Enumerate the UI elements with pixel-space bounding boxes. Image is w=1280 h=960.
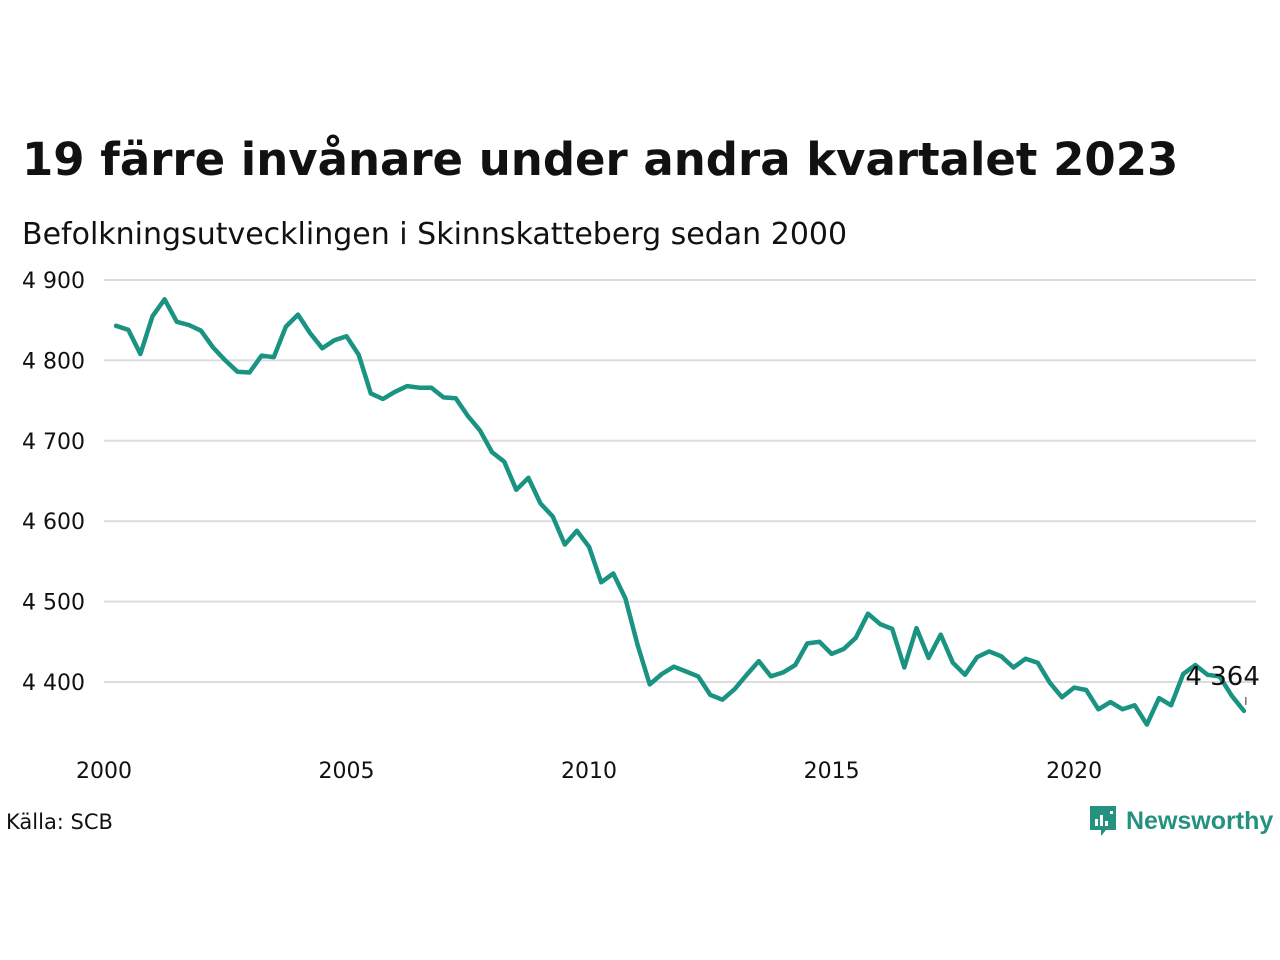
x-tick-label: 2015 [804, 759, 860, 784]
series-layer [113, 297, 1247, 727]
chart-subtitle: Befolkningsutvecklingen i Skinnskatteber… [22, 217, 848, 252]
x-tick-label: 2005 [319, 759, 375, 784]
end-value-label: 4 364 [1185, 662, 1259, 692]
population-line [113, 297, 1247, 727]
y-tick-label: 4 600 [22, 510, 85, 535]
brand-logo[interactable]: Newsworthy [1088, 804, 1273, 838]
y-tick-label: 4 900 [22, 269, 85, 294]
end-label-layer: 4 364 [1185, 662, 1260, 705]
y-axis-ticks: 4 400 4 500 4 600 4 700 4 800 4 900 [22, 269, 85, 696]
x-axis-ticks: 2000 2005 2010 2015 2020 [76, 759, 1102, 784]
x-tick-label: 2010 [561, 759, 617, 784]
newsworthy-logo-icon [1090, 806, 1116, 836]
y-tick-label: 4 500 [22, 591, 85, 616]
y-tick-label: 4 400 [22, 671, 85, 696]
y-tick-label: 4 700 [22, 430, 85, 455]
brand-name: Newsworthy [1126, 806, 1274, 835]
source-note: Källa: SCB [6, 810, 113, 834]
x-tick-label: 2020 [1046, 759, 1102, 784]
chart-title: 19 färre invånare under andra kvartalet … [22, 133, 1179, 186]
y-tick-label: 4 800 [22, 349, 85, 374]
grid-lines [104, 279, 1256, 683]
x-tick-label: 2000 [76, 759, 132, 784]
